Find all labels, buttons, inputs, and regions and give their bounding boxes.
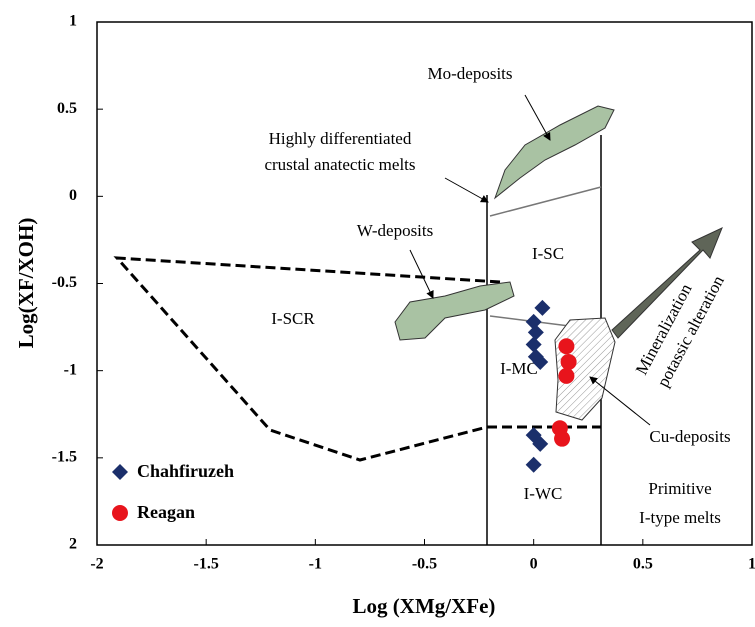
annotation: I-MC	[500, 359, 538, 378]
annotation: Cu-deposits	[649, 427, 730, 446]
data-point	[554, 430, 571, 447]
legend-label: Chahfiruzeh	[137, 461, 234, 481]
x-tick-label: 0.5	[633, 556, 653, 573]
mo-deposits-field	[493, 105, 615, 200]
y-tick-label: -1.5	[52, 449, 77, 466]
plot-frame	[96, 21, 753, 546]
x-tick-label: -2	[90, 556, 103, 573]
iscr-field	[113, 256, 501, 462]
data-point	[560, 353, 577, 370]
annotation: Mo-deposits	[428, 64, 513, 83]
annotation: I-WC	[524, 484, 563, 503]
legend-marker	[112, 505, 128, 521]
data-point	[558, 367, 575, 384]
legend-label: Reagan	[137, 502, 195, 522]
data-point	[532, 353, 549, 370]
x-tick-label: -0.5	[412, 556, 437, 573]
pointer-arrow	[444, 177, 489, 203]
mineralization-arrow	[611, 227, 723, 339]
y-tick-label: -0.5	[52, 274, 77, 291]
legend-marker	[112, 464, 128, 480]
data-point	[527, 324, 544, 341]
annotation: I-SC	[532, 244, 564, 263]
x-tick-label: -1.5	[194, 556, 219, 573]
annotation: Highly differentiated	[269, 129, 412, 148]
pointer-arrow	[524, 94, 551, 141]
annotation: crustal anatectic melts	[264, 155, 415, 174]
y-tick-label: 0.5	[57, 100, 77, 117]
y-tick-label: 2	[69, 536, 77, 553]
x-tick-label: 1	[748, 556, 755, 573]
x-tick-label: 0	[530, 556, 538, 573]
y-tick-label: -1	[64, 361, 77, 378]
y-tick-label: 0	[69, 187, 77, 204]
field-boundary	[489, 186, 602, 217]
y-axis-title: Log(XF/XOH)	[14, 218, 38, 349]
annotation: W-deposits	[357, 221, 434, 240]
data-point	[534, 299, 551, 316]
data-point	[558, 338, 575, 355]
y-tick-label: 1	[69, 13, 77, 30]
data-point	[525, 313, 542, 330]
annotation: Primitive	[648, 479, 711, 498]
pointer-arrow	[409, 249, 434, 299]
pointer-arrow	[589, 376, 651, 426]
data-point	[525, 336, 542, 353]
data-point	[532, 435, 549, 452]
annotation: I-SCR	[271, 309, 315, 328]
x-tick-label: -1	[309, 556, 322, 573]
data-point	[525, 456, 542, 473]
x-axis-title: Log (XMg/XFe)	[353, 594, 496, 618]
annotation: I-type melts	[639, 508, 721, 527]
